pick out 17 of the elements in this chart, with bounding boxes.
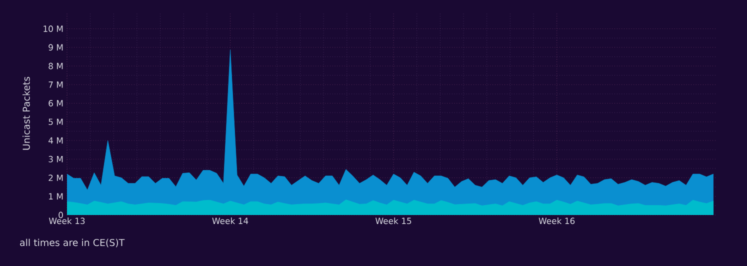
y-tick-label: 4 M xyxy=(48,137,63,144)
y-tick-label: 0 xyxy=(58,212,63,218)
y-tick-label: 7 M xyxy=(48,82,63,88)
y-tick-label: 1 M xyxy=(49,193,63,200)
y-tick-label: 6 M xyxy=(48,100,63,106)
x-tick-label: Week 13 xyxy=(48,218,85,224)
y-tick-label: 3 M xyxy=(48,156,63,162)
x-tick-label: Week 14 xyxy=(212,218,248,224)
x-tick-label: Week 15 xyxy=(375,218,412,224)
text: all times are in CE(S)T xyxy=(20,238,125,248)
y-tick-label: 10 M xyxy=(44,26,63,32)
y-tick-label: 2 M xyxy=(48,174,63,181)
y-axis-title: Unicast Packets xyxy=(22,76,30,150)
y-tick-label: 5 M xyxy=(48,118,63,126)
x-tick-label: Week 16 xyxy=(538,218,575,224)
y-tick-label: 9 M xyxy=(48,44,63,51)
y-tick-label: 8 M xyxy=(48,62,63,70)
